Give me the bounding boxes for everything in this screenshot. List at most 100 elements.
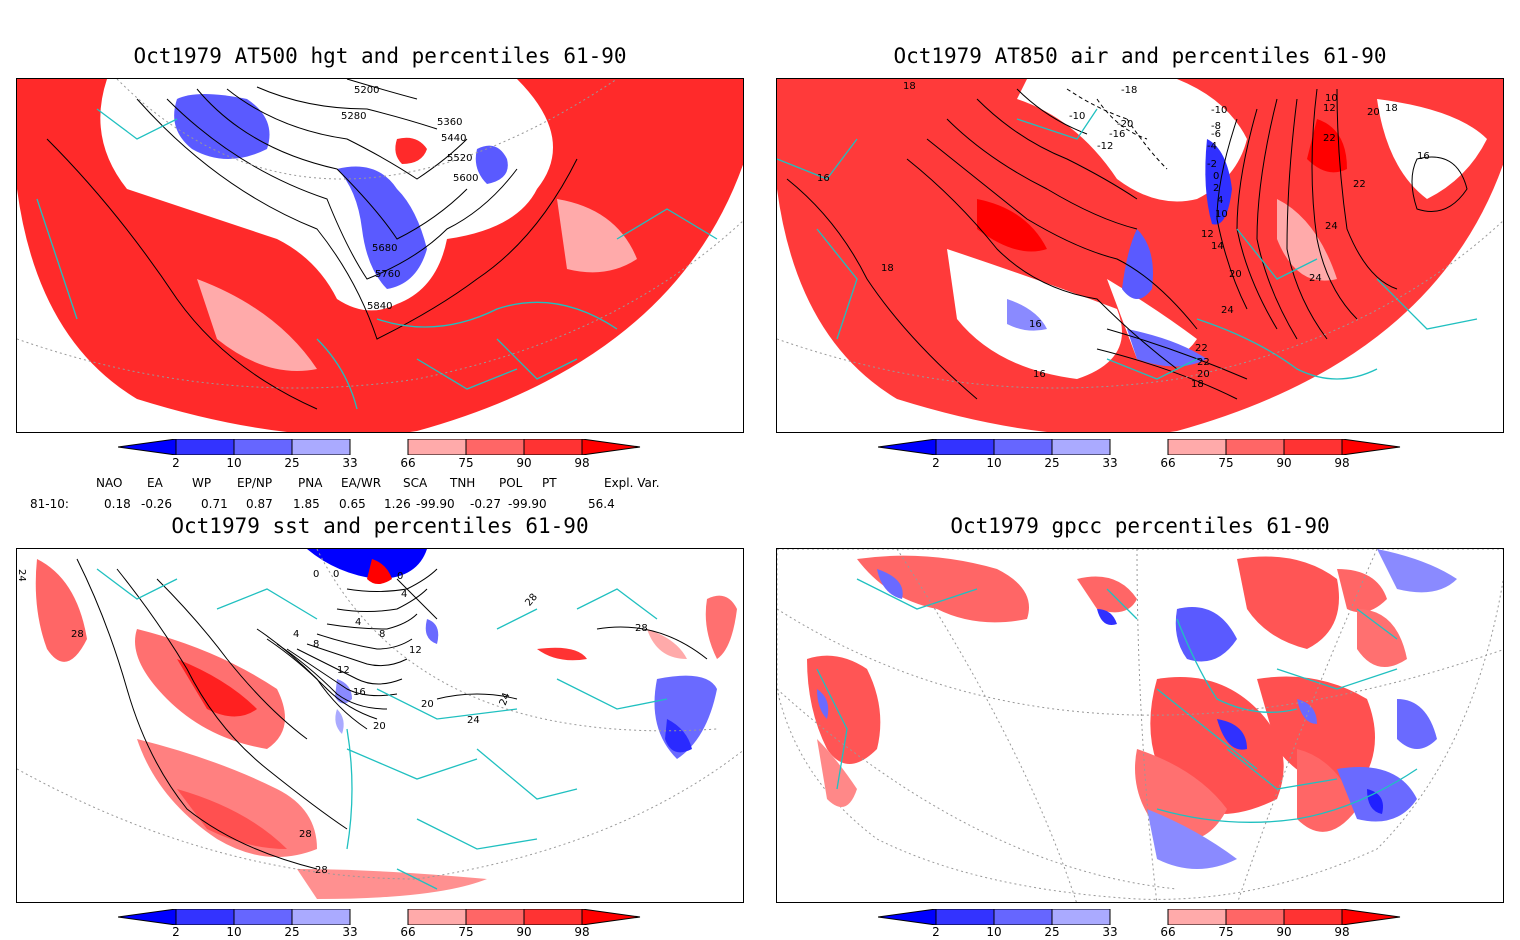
contour-label: 5360 <box>437 117 462 128</box>
panel-title-sst: Oct1979 sst and percentiles 61-90 <box>171 514 589 538</box>
contour-label: 0 <box>333 569 339 580</box>
colorbar-tick: 25 <box>284 456 300 470</box>
contour-label: 24 <box>1309 273 1322 284</box>
contour-label: 28 <box>635 623 648 634</box>
index-header: POL <box>499 476 523 490</box>
contour-label: 20 <box>373 721 386 732</box>
contour-label: 4 <box>293 629 299 640</box>
index-header: EA/WR <box>341 476 382 490</box>
index-value: 0.65 <box>339 497 366 511</box>
contour-label: 28 <box>299 829 312 840</box>
index-value: 1.26 <box>384 497 411 511</box>
contour-label: 24 <box>498 691 513 707</box>
contour-label: 16 <box>1417 151 1430 162</box>
contour-label: 16 <box>1033 369 1046 380</box>
index-value: -0.26 <box>141 497 173 511</box>
colorbar-tick: 2 <box>932 456 940 470</box>
contour-label: 18 <box>1191 379 1204 390</box>
index-header: WP <box>192 476 212 490</box>
colorbar-tick: 33 <box>1102 456 1118 470</box>
index-row-label: 81-10: <box>30 497 69 511</box>
contour-label: 24 <box>1221 305 1234 316</box>
index-value: 0.87 <box>246 497 273 511</box>
contour-label: 20 <box>421 699 434 710</box>
contour-label: -20 <box>1117 119 1133 130</box>
colorbar-tick: 33 <box>1102 925 1118 939</box>
contour-label: 10 <box>1215 209 1228 220</box>
contour-label: 12 <box>409 645 422 656</box>
contour-label: 16 <box>817 173 830 184</box>
colorbar-tick: 10 <box>986 925 1002 939</box>
contour-label: 5760 <box>375 269 400 280</box>
contour-label: 20 <box>1229 269 1242 280</box>
index-value: 0.18 <box>104 497 131 511</box>
colorbar-tick: 90 <box>1276 925 1292 939</box>
contour-label: -6 <box>1211 129 1221 140</box>
colorbar-tick: 2 <box>172 456 180 470</box>
contour-label: 10 <box>1325 93 1338 104</box>
contour-label: 5200 <box>354 85 379 96</box>
map-panel-hgt: 5200 5280 5360 5440 5520 5600 5680 5760 … <box>16 78 744 433</box>
colorbar-bottom-right <box>878 909 1401 925</box>
contour-label: 28 <box>523 592 540 609</box>
index-value: -0.27 <box>470 497 502 511</box>
contour-label: -10 <box>1069 111 1085 122</box>
contour-label: -2 <box>1207 159 1217 170</box>
index-value: 56.4 <box>588 497 615 511</box>
contour-label: 2 <box>1213 183 1219 194</box>
contour-label: 22 <box>1197 357 1210 368</box>
index-header: SCA <box>403 476 428 490</box>
colorbar-top-left <box>118 439 641 455</box>
colorbar-tick: 33 <box>342 456 358 470</box>
panel-title-hgt: Oct1979 AT500 hgt and percentiles 61-90 <box>133 44 627 68</box>
contour-label: 22 <box>1323 133 1336 144</box>
colorbar-tick: 2 <box>172 925 180 939</box>
contour-label: 5600 <box>453 173 478 184</box>
colorbar-tick: 25 <box>284 925 300 939</box>
colorbar-tick: 75 <box>1218 925 1234 939</box>
contour-label: 5440 <box>441 133 466 144</box>
contour-label: 5840 <box>367 301 392 312</box>
contour-label: 24 <box>17 569 27 582</box>
colorbar-tick: 10 <box>986 456 1002 470</box>
colorbar-tick: 75 <box>458 925 474 939</box>
colorbar-tick: 66 <box>400 456 416 470</box>
map-panel-sst: 24 28 0 0 0 4 4 8 4 8 12 12 16 20 20 24 … <box>16 548 744 903</box>
colorbar-tick: 98 <box>1334 925 1350 939</box>
panel-title-air: Oct1979 AT850 air and percentiles 61-90 <box>893 44 1387 68</box>
contour-label: 22 <box>1353 179 1366 190</box>
colorbar-tick: 25 <box>1044 456 1060 470</box>
contour-label: 18 <box>1385 103 1398 114</box>
contour-label: -12 <box>1097 141 1113 152</box>
colorbar-tick: 98 <box>574 456 590 470</box>
index-header: PNA <box>298 476 323 490</box>
colorbar-tick: 75 <box>458 456 474 470</box>
index-header: PT <box>542 476 557 490</box>
colorbar-tick: 10 <box>226 456 242 470</box>
contour-label: 5680 <box>372 243 397 254</box>
contour-label: 18 <box>881 263 894 274</box>
contour-label: 20 <box>1197 369 1210 380</box>
contour-label: 24 <box>467 715 480 726</box>
contour-label: 20 <box>1367 107 1380 118</box>
colorbar-tick: 90 <box>516 456 532 470</box>
colorbar-tick: 10 <box>226 925 242 939</box>
contour-label: -16 <box>1109 129 1125 140</box>
map-panel-air: 18 16 18 -10 -18 -10 -20 -16 -12 -8 -6 -… <box>776 78 1504 433</box>
contour-label: 12 <box>1201 229 1214 240</box>
contour-label: 4 <box>401 589 407 600</box>
contour-label: -8 <box>1211 121 1221 132</box>
colorbar-tick: 66 <box>1160 456 1176 470</box>
contour-label: 4 <box>1217 195 1223 206</box>
colorbar-tick: 75 <box>1218 456 1234 470</box>
contour-label: 22 <box>1195 343 1208 354</box>
panel-title-gpcc: Oct1979 gpcc percentiles 61-90 <box>950 514 1330 538</box>
colorbar-tick: 98 <box>1334 456 1350 470</box>
contour-label: -10 <box>1211 105 1227 116</box>
colorbar-tick: 33 <box>342 925 358 939</box>
index-value: 0.71 <box>201 497 228 511</box>
index-header: Expl. Var. <box>604 476 660 490</box>
colorbar-bottom-left <box>118 909 641 925</box>
contour-label: 8 <box>379 629 385 640</box>
colorbar-tick: 90 <box>1276 456 1292 470</box>
